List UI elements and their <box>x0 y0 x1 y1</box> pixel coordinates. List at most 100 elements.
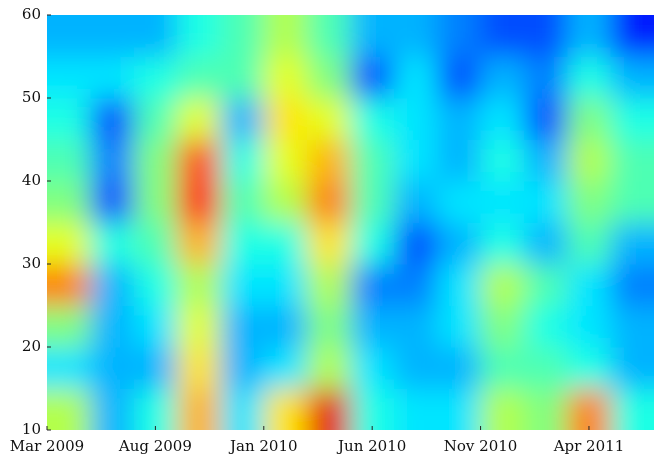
heatmap-cell <box>393 305 438 348</box>
heatmap-cell <box>480 264 525 306</box>
heatmap-cell <box>393 264 438 306</box>
heatmap-cell <box>177 347 221 389</box>
heatmap-cell <box>610 139 654 182</box>
heatmap-cell <box>177 305 221 348</box>
heatmap-cell <box>437 181 482 223</box>
heatmap-cell <box>610 15 654 57</box>
heatmap-cell <box>90 347 135 389</box>
heatmap-cell <box>220 264 265 306</box>
heatmap-cell <box>47 305 91 348</box>
heatmap-cell <box>133 222 178 265</box>
heatmap-cell <box>350 305 395 348</box>
heatmap-cell <box>177 98 221 140</box>
heatmap-cell <box>350 388 395 430</box>
heatmap-cell <box>133 98 178 140</box>
heatmap-cell <box>307 15 351 57</box>
axes: 10 20 30 40 50 60 Mar 2009 Aug 2009 Jan 2010 Jun … <box>10 5 624 455</box>
heatmap-cell <box>350 222 395 265</box>
heatmap-cell <box>393 98 438 140</box>
heatmap-cell <box>133 56 178 99</box>
heatmap-cell <box>480 347 525 389</box>
heatmap-cell <box>47 181 91 223</box>
heatmap-cell <box>350 15 395 57</box>
heatmap-cell <box>47 347 91 389</box>
heatmap-cell <box>393 347 438 389</box>
heatmap-cell <box>177 181 221 223</box>
heatmap-cell <box>567 181 612 223</box>
heatmap-cell <box>133 264 178 306</box>
heatmap-cell <box>133 181 178 223</box>
heatmap-cell <box>393 181 438 223</box>
heatmap-cell <box>90 264 135 306</box>
heatmap-cell <box>480 15 525 57</box>
heatmap-cell <box>90 139 135 182</box>
heatmap-cell <box>90 181 135 223</box>
heatmap-cell <box>220 181 265 223</box>
heatmap-cell <box>177 388 221 430</box>
heatmap-cell <box>523 56 568 99</box>
heatmap-cell <box>263 264 308 306</box>
heatmap-cell <box>610 181 654 223</box>
heatmap-cell <box>307 264 351 306</box>
heatmap-cell <box>90 98 135 140</box>
heatmap-cell <box>90 15 135 57</box>
heatmap-cell <box>523 15 568 57</box>
heatmap-cell <box>307 347 351 389</box>
heatmap-cell <box>263 15 308 57</box>
heatmap-cell <box>220 98 265 140</box>
heatmap-cell <box>307 388 351 430</box>
heatmap-cell <box>610 305 654 348</box>
plot-area <box>47 15 654 430</box>
heatmap-cell <box>90 222 135 265</box>
heatmap-cell <box>177 15 221 57</box>
heatmap-cell <box>220 347 265 389</box>
heatmap-cell <box>90 56 135 99</box>
heatmap-cell <box>523 264 568 306</box>
heatmap-cell <box>350 264 395 306</box>
heatmap-cell <box>567 98 612 140</box>
y-tick-label: 20 <box>22 337 41 355</box>
heatmap-cell <box>307 181 351 223</box>
heatmap-cell <box>610 56 654 99</box>
heatmap-cell <box>610 222 654 265</box>
heatmap-cell <box>523 181 568 223</box>
heatmap-cell <box>47 264 91 306</box>
heatmap-cell <box>437 139 482 182</box>
heatmap-cell <box>47 139 91 182</box>
heatmap <box>47 15 654 430</box>
heatmap-cell <box>220 388 265 430</box>
x-tick-label: Apr 2011 <box>553 437 625 455</box>
heatmap-cell <box>133 347 178 389</box>
heatmap-cell <box>177 139 221 182</box>
heatmap-cell <box>47 15 91 57</box>
heatmap-cell <box>307 222 351 265</box>
heatmap-cell <box>350 98 395 140</box>
heatmap-cell <box>393 222 438 265</box>
heatmap-cell <box>307 305 351 348</box>
heatmap-cell <box>263 56 308 99</box>
heatmap-cell <box>307 56 351 99</box>
y-tick-label: 30 <box>22 254 41 272</box>
heatmap-cell <box>480 222 525 265</box>
heatmap-cell <box>177 264 221 306</box>
heatmap-cell <box>480 98 525 140</box>
heatmap-cell <box>437 305 482 348</box>
heatmap-cell <box>437 15 482 57</box>
heatmap-cell <box>567 264 612 306</box>
heatmap-cell <box>263 305 308 348</box>
heatmap-cell <box>133 388 178 430</box>
heatmap-cell <box>220 56 265 99</box>
y-tick-label: 40 <box>22 171 41 189</box>
heatmap-cell <box>437 56 482 99</box>
heatmap-cell <box>350 139 395 182</box>
y-tick-label: 10 <box>22 420 41 438</box>
heatmap-cell <box>177 222 221 265</box>
heatmap-cell <box>90 388 135 430</box>
heatmap-cell <box>47 222 91 265</box>
heatmap-cell <box>177 56 221 99</box>
heatmap-cell <box>437 388 482 430</box>
heatmap-cell <box>47 388 91 430</box>
heatmap-cell <box>480 181 525 223</box>
heatmap-cell <box>437 222 482 265</box>
heatmap-cell <box>307 98 351 140</box>
